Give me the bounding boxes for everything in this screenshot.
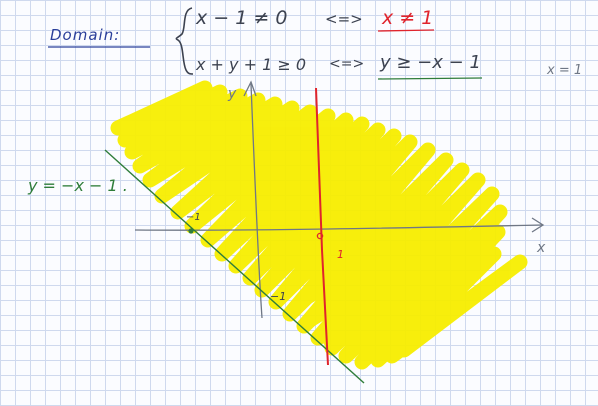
line2-rhs-underline (377, 77, 483, 80)
system-line1-equiv: <=> (325, 10, 363, 28)
domain-label: Domain: (50, 26, 120, 44)
line1-rhs-underline (377, 29, 435, 32)
line-equation-label: y = −x − 1 . (27, 176, 128, 195)
y-axis (250, 83, 263, 319)
system-line2-lhs: x + y + 1 ≥ 0 (195, 55, 306, 74)
excluded-line-red (315, 87, 329, 366)
system-line1-rhs: x ≠ 1 (381, 7, 433, 29)
x-axis (134, 224, 543, 231)
tick-x-1: 1 (337, 248, 344, 261)
system-line2-rhs: y ≥ −x − 1 (379, 52, 481, 73)
boundary-line-green (104, 149, 365, 384)
coordinate-axes (134, 80, 545, 319)
system-line1-lhs: x − 1 ≠ 0 (195, 7, 287, 29)
y-axis-label: y (227, 86, 237, 102)
tick-y-neg1: −1 (270, 290, 286, 303)
system-brace (175, 7, 194, 75)
x-axis-label: x (536, 240, 546, 256)
shaded-domain-region (110, 80, 528, 370)
intercept-point (188, 228, 194, 234)
y-axis-arrow (243, 80, 257, 97)
system-line2-equiv: <=> (329, 56, 364, 72)
x-axis-arrow (531, 217, 545, 233)
x1-point (316, 232, 324, 240)
side-note-x1: x = 1 (546, 63, 582, 78)
tick-x-neg1: −1 (186, 212, 201, 223)
